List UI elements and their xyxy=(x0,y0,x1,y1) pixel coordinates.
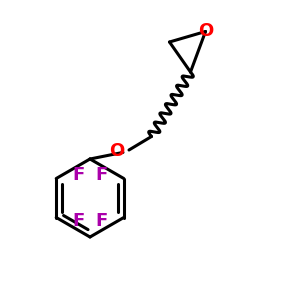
Text: F: F xyxy=(95,212,107,230)
Text: F: F xyxy=(73,212,85,230)
Text: F: F xyxy=(73,167,85,184)
Text: O: O xyxy=(198,22,213,40)
Text: O: O xyxy=(109,142,124,160)
Text: F: F xyxy=(95,167,107,184)
